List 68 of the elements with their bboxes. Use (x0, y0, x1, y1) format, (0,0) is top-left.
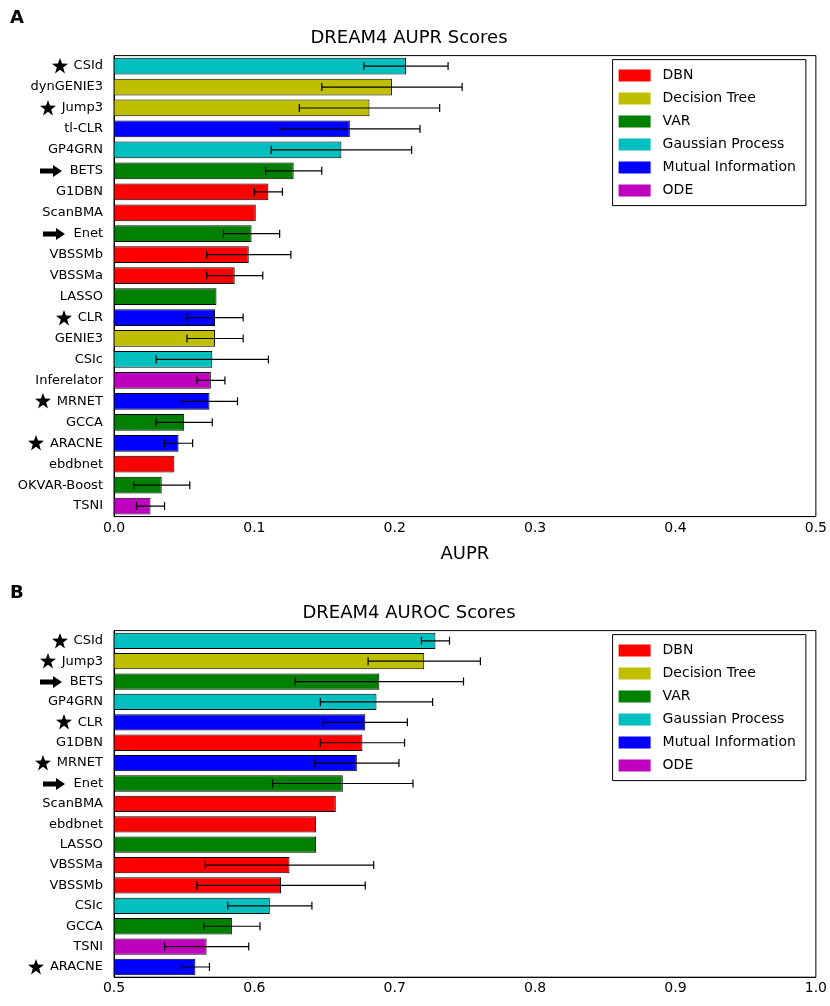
y-tick-label: Enet (73, 225, 103, 241)
legend-label: VAR (662, 112, 691, 129)
y-tick-label: GCCA (65, 413, 104, 429)
y-tick-label: CSIc (74, 350, 103, 366)
y-tick-label: GP4GRN (47, 141, 103, 157)
x-tick-label: 0.2 (383, 518, 406, 535)
x-tick-label: 0.7 (383, 979, 406, 996)
y-tick-label: CLR (77, 713, 103, 729)
y-tick-label: Inferelator (35, 371, 104, 387)
y-tick-label: ARACNE (49, 434, 103, 450)
y-tick-label: GCCA (65, 917, 104, 933)
x-tick-label: 0.0 (102, 518, 126, 535)
legend-label: DBN (662, 66, 694, 83)
y-tick-label: TSNI (72, 497, 103, 513)
y-tick-label: VBSSMb (49, 876, 103, 892)
chart-title: DREAM4 AUPR Scores (310, 26, 508, 48)
y-tick-label: OKVAR-Boost (17, 476, 103, 492)
legend-label: Mutual Information (662, 158, 796, 175)
legend-label: ODE (662, 756, 694, 773)
x-tick-label: 0.1 (243, 518, 266, 535)
y-tick-label: CSId (73, 57, 103, 73)
y-tick-label: dynGENIE3 (30, 78, 103, 94)
x-axis-title: AUPR (440, 541, 490, 563)
legend-label: Decision Tree (662, 89, 756, 106)
chart-title: DREAM4 AUROC Scores (302, 601, 516, 623)
x-tick-label: 1.0 (804, 979, 827, 996)
text: B (10, 581, 24, 602)
y-tick-label: tl-CLR (64, 120, 103, 136)
y-tick-label: G1DBN (56, 183, 103, 199)
y-tick-label: GP4GRN (47, 693, 103, 709)
legend-label: VAR (662, 687, 691, 704)
y-tick-label: ScanBMA (42, 795, 104, 811)
y-tick-label: CSId (73, 632, 103, 648)
y-tick-label: MRNET (56, 754, 104, 770)
y-tick-label: ebdbnet (48, 455, 103, 471)
y-tick-label: MRNET (56, 392, 104, 408)
y-tick-label: Enet (73, 774, 103, 790)
x-tick-label: 0.8 (523, 979, 547, 996)
y-tick-label: ebdbnet (48, 815, 103, 831)
x-tick-label: 0.5 (102, 979, 126, 996)
legend-label: Mutual Information (662, 733, 796, 750)
y-tick-label: BETS (69, 162, 103, 178)
y-tick-label: LASSO (59, 836, 103, 852)
y-tick-label: Jump3 (60, 99, 103, 115)
y-tick-label: G1DBN (56, 734, 103, 750)
y-tick-label: VBSSMb (49, 246, 103, 262)
x-tick-label: 0.3 (523, 518, 547, 535)
y-tick-label: CSIc (74, 897, 103, 913)
x-tick-label: 0.6 (243, 979, 266, 996)
y-tick-label: CLR (77, 308, 103, 324)
legend-label: Decision Tree (662, 664, 756, 681)
y-tick-label: TSNI (72, 937, 103, 953)
y-tick-label: GENIE3 (54, 329, 103, 345)
y-tick-label: ARACNE (49, 958, 103, 974)
legend-label: Gaussian Process (662, 710, 785, 727)
legend-label: ODE (662, 181, 694, 198)
y-tick-label: Jump3 (60, 652, 103, 668)
y-tick-label: LASSO (59, 287, 103, 303)
x-tick-label: 0.4 (664, 518, 687, 535)
legend-label: Gaussian Process (662, 135, 785, 152)
y-tick-label: VBSSMa (49, 856, 103, 872)
x-tick-label: 0.5 (804, 518, 827, 535)
y-tick-label: ScanBMA (42, 204, 104, 220)
y-tick-label: BETS (69, 672, 103, 688)
legend-label: DBN (662, 641, 694, 658)
text: A (10, 6, 24, 27)
y-tick-label: VBSSMa (49, 267, 103, 282)
x-tick-label: 0.9 (664, 979, 687, 996)
